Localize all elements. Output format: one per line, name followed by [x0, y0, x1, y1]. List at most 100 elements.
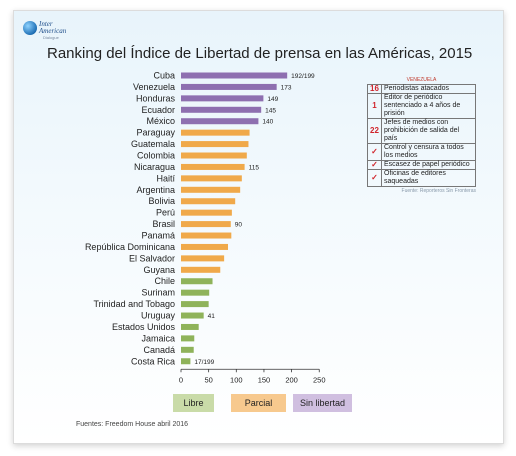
category-label: Ecuador [141, 105, 175, 115]
category-label: Colombia [137, 151, 175, 161]
legend-libre: Libre [173, 394, 214, 412]
bar [181, 129, 250, 136]
globe-icon [23, 21, 37, 35]
bar [181, 186, 241, 193]
category-label: Trinidad and Tobago [93, 299, 175, 309]
category-label: Uruguay [141, 311, 176, 321]
category-label: Canadá [143, 345, 175, 355]
category-label: Guatemala [131, 139, 175, 149]
bar [181, 335, 195, 342]
chart-title: Ranking del Índice de Libertad de prensa… [47, 45, 473, 62]
bar [181, 243, 229, 250]
bar [181, 209, 232, 216]
slide-card [13, 10, 504, 444]
category-label: Cuba [153, 71, 175, 81]
x-tick-label: 250 [313, 375, 326, 384]
row-text: Jefes de medios con prohibición de salid… [381, 118, 476, 144]
footer-source: Fuentes: Freedom House abril 2016 [76, 421, 189, 428]
panel-source: Fuente: Reporteros Sin Fronteras [401, 188, 476, 194]
category-label: Panamá [141, 231, 175, 241]
table-row: 1 Editor de periódico sentenciado a 4 año… [367, 93, 476, 119]
check-icon: ✓ [367, 160, 382, 170]
x-tick-label: 50 [204, 375, 212, 384]
row-text: Editor de periódico sentenciado a 4 años… [381, 93, 476, 119]
category-label: República Dominicana [85, 242, 175, 252]
legend-sin-libertad: Sin libertad [293, 394, 352, 412]
row-text: Oficinas de editores saqueadas [381, 169, 476, 187]
x-tick-label: 100 [230, 375, 243, 384]
category-label: Haití [156, 173, 175, 183]
bar [181, 358, 191, 365]
bar [181, 72, 288, 79]
category-label: Guyana [143, 265, 175, 275]
category-label: Surinam [141, 288, 175, 298]
bar [181, 312, 204, 319]
bar [181, 198, 236, 205]
category-label: Bolivia [148, 196, 175, 206]
bar [181, 95, 264, 102]
bar [181, 152, 247, 159]
category-label: Brasil [152, 219, 175, 229]
bar [181, 83, 277, 90]
table-row: ✓ Oficinas de editores saqueadas [367, 169, 476, 187]
data-label: 173 [281, 84, 292, 91]
row-text: Escasez de papel periódico [381, 160, 476, 170]
category-label: Chile [154, 276, 175, 286]
table-row: 16 Periodistas atacados [367, 84, 476, 94]
bar [181, 118, 259, 125]
bar [181, 278, 213, 285]
data-label: 149 [267, 96, 278, 103]
category-label: Venezuela [133, 82, 175, 92]
category-label: Nicaragua [134, 162, 175, 172]
category-label: Jamaica [141, 333, 175, 343]
bar [181, 266, 221, 273]
bar [181, 175, 242, 182]
category-label: El Salvador [129, 253, 175, 263]
category-label: Paraguay [136, 128, 175, 138]
bar [181, 301, 209, 308]
row-text: Periodistas atacados [381, 84, 476, 94]
data-label: 17/199 [194, 359, 214, 366]
data-label: 192/199 [291, 73, 315, 80]
venezuela-panel: VENEZUELA 16 Periodistas atacados 1 Editor… [367, 76, 476, 194]
bar [181, 346, 194, 353]
table-row: 22 Jefes de medios con prohibición de sal… [367, 118, 476, 144]
row-number: 22 [367, 118, 382, 144]
legend-parcial: Parcial [231, 394, 286, 412]
bar [181, 163, 245, 170]
category-label: México [146, 116, 175, 126]
category-label: Honduras [136, 93, 176, 103]
bar [181, 289, 210, 296]
data-label: 140 [262, 119, 273, 126]
check-icon: ✓ [367, 169, 382, 187]
data-label: 90 [235, 222, 243, 229]
bar [181, 141, 249, 148]
inter-american-logo: Inter American Dialogue [23, 19, 78, 49]
x-tick-label: 150 [258, 375, 271, 384]
venezuela-panel-header: VENEZUELA [406, 77, 437, 83]
data-label: 41 [208, 313, 216, 320]
row-number: 1 [367, 93, 382, 119]
bar [181, 255, 225, 262]
table-row: ✓ Control y censura a todos los medios [367, 143, 476, 161]
row-text: Control y censura a todos los medios [381, 143, 476, 161]
logo-text-1: Inter [39, 20, 53, 28]
bar [181, 106, 262, 113]
data-label: 145 [265, 107, 276, 114]
table-row: ✓ Escasez de papel periódico [367, 160, 476, 170]
row-number: 16 [367, 84, 382, 94]
logo-text-2: American [39, 27, 67, 35]
x-tick-label: 200 [285, 375, 298, 384]
data-label: 115 [249, 164, 260, 171]
category-label: Perú [156, 208, 175, 218]
logo-text-3: Dialogue [43, 35, 59, 40]
bar [181, 323, 199, 330]
check-icon: ✓ [367, 143, 382, 161]
bar [181, 232, 232, 239]
category-label: Costa Rica [131, 356, 175, 366]
venezuela-stats-table: 16 Periodistas atacados 1 Editor de periód… [367, 84, 476, 187]
x-tick-label: 0 [179, 375, 183, 384]
bar [181, 221, 231, 228]
category-label: Argentina [136, 185, 175, 195]
